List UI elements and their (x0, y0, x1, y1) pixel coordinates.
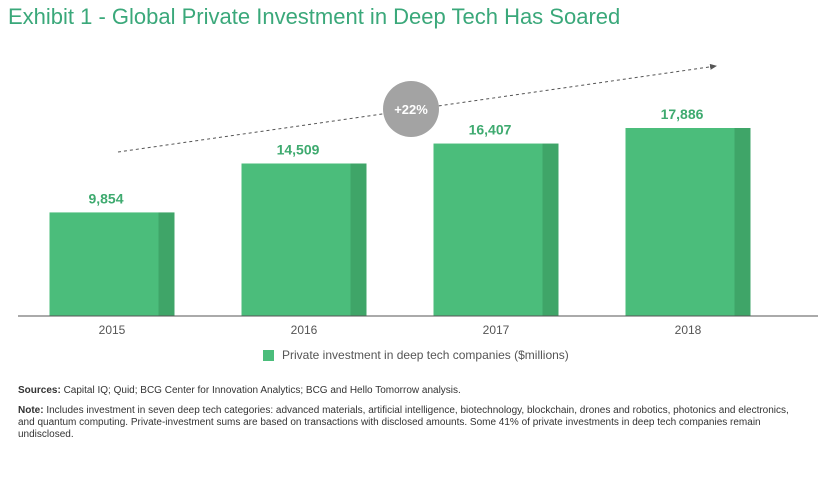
bar-shade-2018 (734, 128, 751, 316)
legend-swatch (263, 349, 274, 361)
growth-badge: +22% (383, 81, 439, 137)
bar-2017 (433, 143, 543, 316)
bar-chart: 9,854 14,509 16,407 17,886 2015 2016 2017 2018… (18, 63, 818, 337)
legend: Private investment in deep tech companie… (263, 348, 569, 362)
growth-badge-label: +22% (394, 102, 428, 117)
x-axis-ticks: 2015 2016 2017 2018 (99, 323, 702, 337)
bar-2016 (241, 163, 351, 316)
chart-title: Exhibit 1 - Global Private Investment in… (8, 4, 621, 29)
note-text: Includes investment in seven deep tech c… (18, 405, 789, 440)
value-label-2017: 16,407 (469, 122, 512, 138)
sources-line: Sources: Capital IQ; Quid; BCG Center fo… (18, 385, 808, 397)
bars-layer: 9,854 14,509 16,407 17,886 (49, 106, 751, 316)
value-label-2015: 9,854 (88, 190, 123, 206)
sources-label: Sources: (18, 385, 61, 396)
x-tick-2017: 2017 (483, 323, 510, 337)
bar-shade-2017 (542, 143, 559, 316)
x-tick-2016: 2016 (291, 323, 318, 337)
note-block: Note: Includes investment in seven deep … (18, 405, 808, 441)
x-tick-2015: 2015 (99, 323, 126, 337)
legend-label: Private investment in deep tech companie… (282, 348, 569, 362)
bar-shade-2016 (350, 163, 367, 316)
sources-text: Capital IQ; Quid; BCG Center for Innovat… (63, 385, 461, 396)
value-label-2016: 14,509 (277, 141, 320, 157)
bar-2018 (625, 128, 735, 316)
note-label: Note: (18, 405, 44, 416)
x-tick-2018: 2018 (675, 323, 702, 337)
value-label-2018: 17,886 (661, 106, 704, 122)
bar-shade-2015 (158, 212, 175, 316)
bar-2015 (49, 212, 159, 316)
